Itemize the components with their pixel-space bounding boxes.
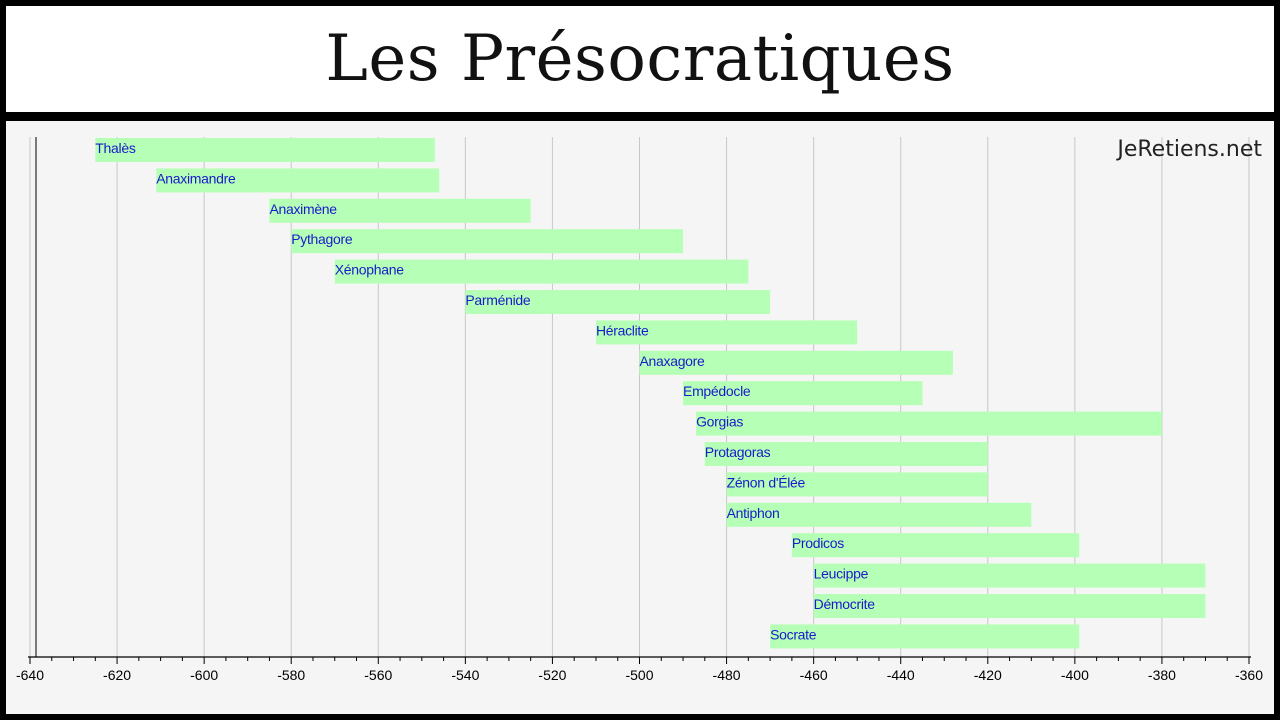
bar bbox=[726, 502, 1032, 527]
x-tick-label: -360 bbox=[1235, 667, 1263, 683]
bar bbox=[726, 472, 988, 497]
bar-label: Antiphon bbox=[727, 505, 780, 521]
bar bbox=[291, 229, 684, 254]
bar-label: Pythagore bbox=[291, 231, 353, 247]
chart-panel: Thalès Anaximandre Anaximène Pythagore Xénop… bbox=[6, 121, 1274, 714]
x-tick-label: -580 bbox=[277, 667, 305, 683]
bar-label: Anaximène bbox=[269, 201, 337, 217]
bar-label: Parménide bbox=[465, 292, 531, 308]
bar-label: Héraclite bbox=[596, 322, 649, 338]
bar bbox=[595, 320, 858, 345]
bar bbox=[95, 138, 435, 162]
bar bbox=[639, 350, 953, 375]
x-tick-label: -560 bbox=[364, 667, 392, 683]
x-tick-label: -600 bbox=[190, 667, 218, 683]
bar-label: Gorgias bbox=[696, 414, 743, 430]
bar-label: Xénophane bbox=[335, 262, 404, 278]
x-tick-label: -520 bbox=[538, 667, 566, 683]
bar bbox=[770, 624, 1080, 649]
title-band: Les Présocratiques bbox=[6, 6, 1274, 112]
bar-label: Empédocle bbox=[683, 383, 751, 399]
bar bbox=[465, 290, 771, 314]
x-tick-label: -460 bbox=[800, 667, 828, 683]
bar-label: Thalès bbox=[95, 140, 136, 156]
watermark: JeRetiens.net bbox=[1117, 137, 1262, 162]
x-tick-label: -500 bbox=[625, 667, 653, 683]
bar bbox=[269, 198, 531, 223]
timeline-chart: Thalès Anaximandre Anaximène Pythagore Xénop… bbox=[16, 137, 1263, 683]
bar bbox=[813, 563, 1206, 588]
x-tick-label: -480 bbox=[713, 667, 741, 683]
x-tick-label: -440 bbox=[887, 667, 915, 683]
page-title: Les Présocratiques bbox=[325, 22, 955, 96]
bar bbox=[683, 381, 923, 406]
x-tick-label: -540 bbox=[451, 667, 479, 683]
x-tick-label: -420 bbox=[974, 667, 1002, 683]
bar-label: Démocrite bbox=[814, 596, 876, 612]
bar-label: Zénon d'Élée bbox=[727, 474, 806, 490]
bar-label: Prodicos bbox=[792, 535, 844, 551]
x-tick-label: -380 bbox=[1148, 667, 1176, 683]
bar bbox=[696, 411, 1162, 436]
bar-label: Leucippe bbox=[814, 566, 869, 582]
bar-label: Anaxagore bbox=[640, 353, 706, 369]
bar-label: Anaximandre bbox=[156, 170, 236, 186]
bar bbox=[704, 442, 988, 466]
bar bbox=[813, 594, 1206, 618]
bar bbox=[791, 533, 1080, 558]
x-tick-label: -640 bbox=[16, 667, 44, 683]
bar bbox=[156, 168, 440, 193]
x-tick-label: -620 bbox=[103, 667, 131, 683]
bar-label: Protagoras bbox=[705, 444, 771, 460]
x-tick-label: -400 bbox=[1061, 667, 1089, 683]
bar bbox=[334, 259, 749, 284]
bar-label: Socrate bbox=[770, 626, 817, 642]
